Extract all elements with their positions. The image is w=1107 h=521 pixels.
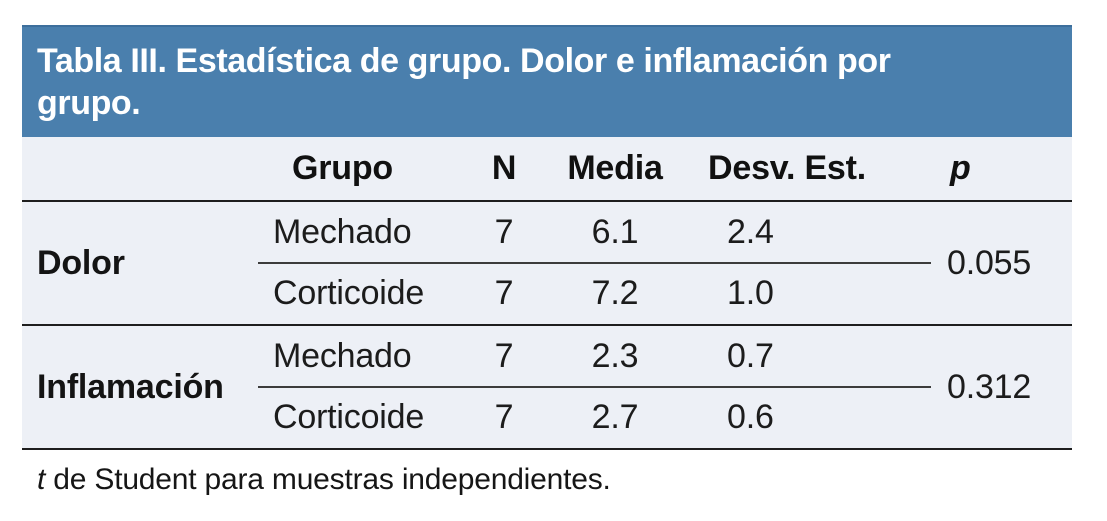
footnote: t de Student para muestras independiente… bbox=[22, 463, 1072, 497]
col-header-grupo: Grupo bbox=[292, 149, 393, 187]
desv-cell: 0.6 bbox=[727, 398, 774, 436]
media-cell: 2.3 bbox=[591, 337, 639, 375]
row-label-dolor: Dolor bbox=[37, 243, 125, 282]
header-row: Grupo N Media Desv. Est. p bbox=[22, 137, 1072, 200]
n-cell: 7 bbox=[494, 337, 514, 375]
media-cell: 6.1 bbox=[591, 213, 639, 251]
group-cell: Corticoide bbox=[273, 398, 425, 436]
n-cell: 7 bbox=[494, 398, 514, 436]
table-card: Tabla III. Estadística de grupo. Dolor e… bbox=[22, 25, 1072, 497]
desv-cell: 1.0 bbox=[727, 274, 774, 312]
section-dolor: Dolor Mechado 7 6.1 2.4 Corticoide 7 7.2… bbox=[22, 200, 1072, 324]
col-header-desv-est: Desv. Est. bbox=[708, 149, 867, 187]
media-cell: 2.7 bbox=[591, 398, 639, 436]
p-value-dolor: 0.055 bbox=[947, 243, 1032, 282]
group-cell: Corticoide bbox=[273, 274, 425, 312]
footnote-text: de Student para muestras independientes. bbox=[45, 463, 611, 496]
group-cell: Mechado bbox=[273, 337, 412, 375]
col-header-n: N bbox=[491, 149, 517, 187]
table: Grupo N Media Desv. Est. p Dolor Mechado… bbox=[22, 137, 1072, 450]
p-value-inflamacion: 0.312 bbox=[947, 367, 1032, 406]
table-title: Tabla III. Estadística de grupo. Dolor e… bbox=[37, 41, 891, 123]
row-divider bbox=[258, 262, 931, 264]
col-header-empty bbox=[22, 137, 270, 200]
desv-cell: 0.7 bbox=[727, 337, 774, 375]
group-cell: Mechado bbox=[273, 213, 412, 251]
media-cell: 7.2 bbox=[591, 274, 639, 312]
desv-cell: 2.4 bbox=[727, 213, 774, 251]
section-inflamacion: Inflamación Mechado 7 2.3 0.7 Corticoide… bbox=[22, 324, 1072, 448]
col-header-p: p bbox=[950, 149, 971, 187]
row-label-inflamacion: Inflamación bbox=[37, 367, 224, 406]
title-band: Tabla III. Estadística de grupo. Dolor e… bbox=[22, 25, 1072, 137]
col-header-media: Media bbox=[567, 149, 663, 187]
n-cell: 7 bbox=[494, 274, 514, 312]
n-cell: 7 bbox=[494, 213, 514, 251]
footnote-t-symbol: t bbox=[37, 463, 46, 496]
row-divider bbox=[258, 386, 931, 388]
